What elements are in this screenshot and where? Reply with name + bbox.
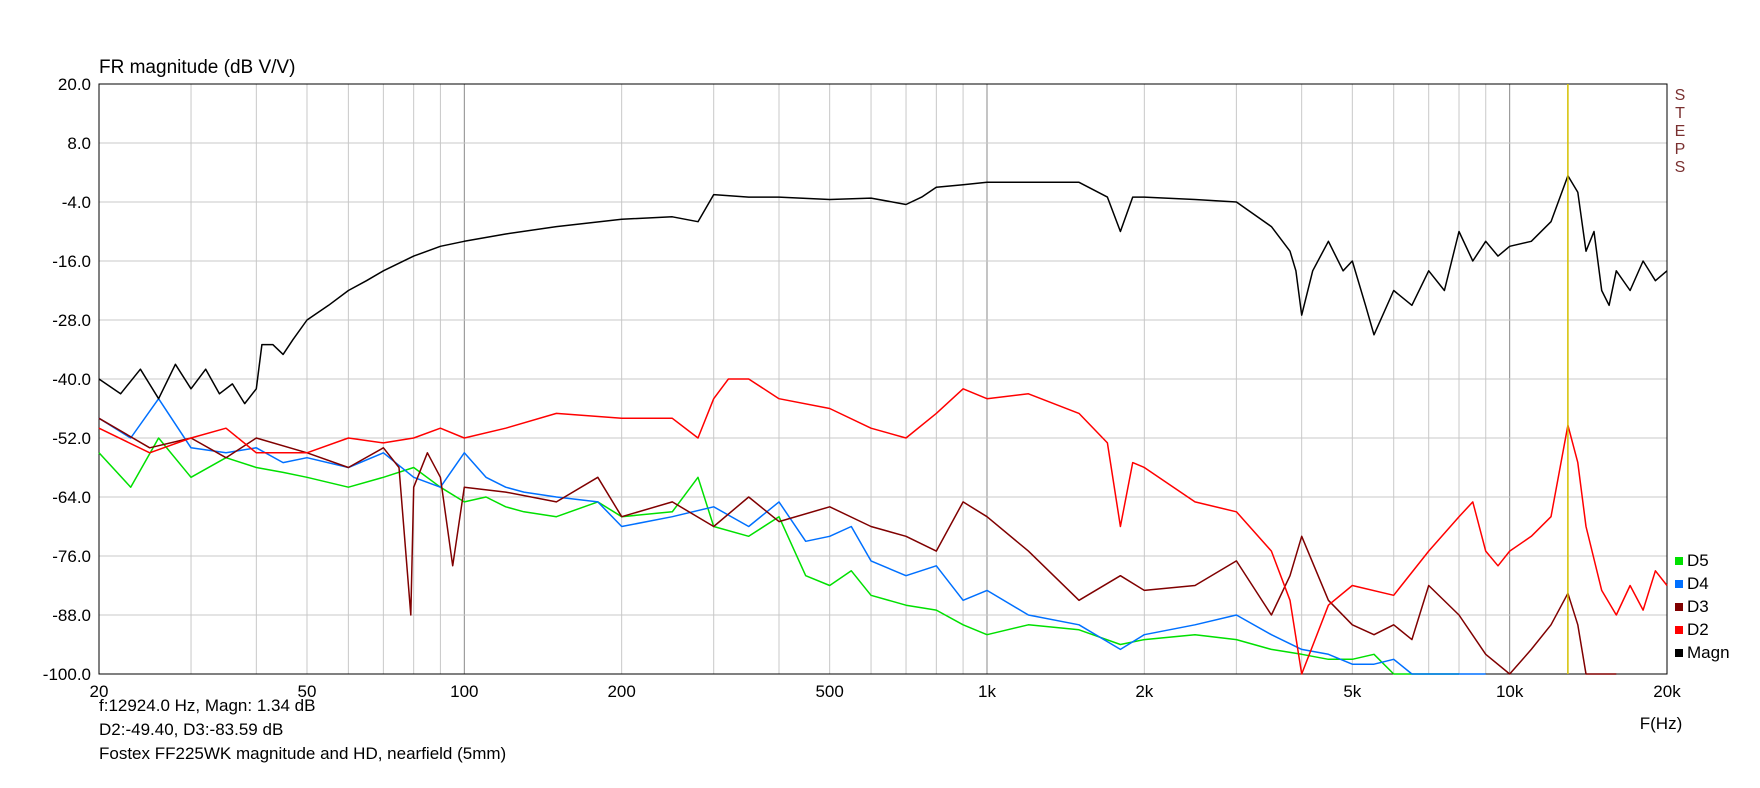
series-magn-line	[98, 174, 1668, 405]
x-tick-label: 500	[815, 682, 843, 701]
series-d5-line	[98, 437, 1459, 675]
legend-swatch	[1675, 603, 1683, 611]
legend-swatch	[1675, 580, 1683, 588]
x-tick-label: 10k	[1496, 682, 1524, 701]
y-tick-label: -100.0	[43, 665, 91, 684]
y-tick-label: -4.0	[62, 193, 91, 212]
x-axis-label: F(Hz)	[1640, 714, 1682, 733]
legend-label: D3	[1687, 597, 1709, 616]
x-tick-label: 2k	[1135, 682, 1153, 701]
legend: D5 D4 D3 D2 Magn	[1675, 551, 1730, 662]
x-tick-label: 20k	[1653, 682, 1681, 701]
cursor-readout-line-1: f:12924.0 Hz, Magn: 1.34 dB	[99, 696, 315, 715]
y-tick-label: -52.0	[52, 429, 91, 448]
x-tick-label: 5k	[1343, 682, 1361, 701]
y-tick-label: -16.0	[52, 252, 91, 271]
legend-swatch	[1675, 557, 1683, 565]
y-tick-label: -28.0	[52, 311, 91, 330]
series-d3-line	[98, 417, 1617, 675]
x-tick-label: 50	[298, 682, 317, 701]
legend-swatch	[1675, 626, 1683, 634]
legend-label: D2	[1687, 620, 1709, 639]
x-tick-label: 200	[607, 682, 635, 701]
steps-letter: S	[1675, 87, 1686, 104]
x-tick-label: 100	[450, 682, 478, 701]
steps-letter: E	[1675, 123, 1686, 140]
chart-caption: Fostex FF225WK magnitude and HD, nearfie…	[99, 744, 506, 763]
series-layer	[98, 174, 1668, 675]
steps-letter: P	[1675, 141, 1686, 158]
x-tick-label: 20	[90, 682, 109, 701]
legend-swatch	[1675, 649, 1683, 657]
y-tick-label: 8.0	[67, 134, 91, 153]
x-tick-label: 1k	[978, 682, 996, 701]
series-d2-line	[98, 378, 1668, 675]
y-tick-label: -76.0	[52, 547, 91, 566]
tick-labels: 20 50 100 200 500 1k 2k 5k 10k 20k 20.0 8.0 -4.0 -16.…	[43, 75, 1681, 701]
y-tick-label: -88.0	[52, 606, 91, 625]
cursor-readout-line-2: D2:-49.40, D3:-83.59 dB	[99, 720, 283, 739]
y-tick-label: -40.0	[52, 370, 91, 389]
legend-label: Magn	[1687, 643, 1730, 662]
grid	[99, 83, 1667, 675]
legend-label: D4	[1687, 574, 1709, 593]
y-tick-label: 20.0	[58, 75, 91, 94]
steps-letter: T	[1675, 105, 1685, 122]
legend-label: D5	[1687, 551, 1709, 570]
y-tick-label: -64.0	[52, 488, 91, 507]
chart-title: FR magnitude (dB V/V)	[99, 57, 295, 78]
steps-letter: S	[1675, 159, 1686, 176]
